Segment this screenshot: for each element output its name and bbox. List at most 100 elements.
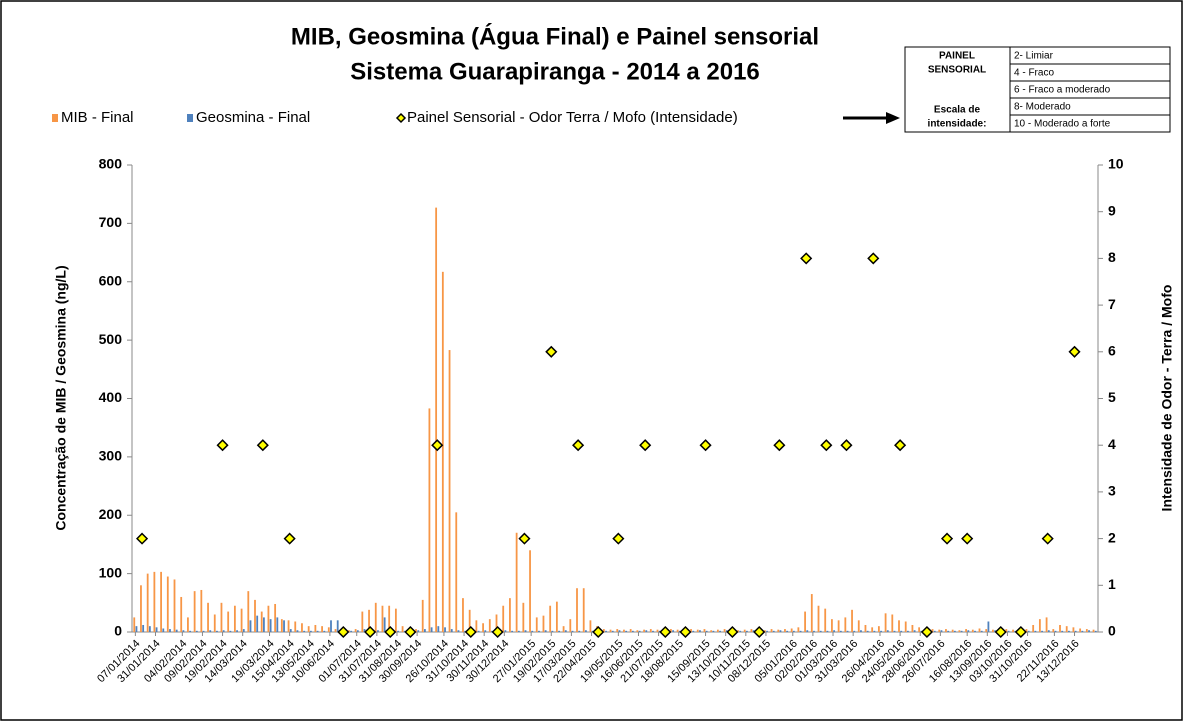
bar (435, 207, 438, 632)
bar (502, 605, 505, 632)
bar (723, 629, 726, 632)
bar (866, 630, 869, 632)
bar (797, 627, 800, 632)
bar (833, 630, 836, 632)
bar (522, 602, 525, 632)
bar (947, 630, 950, 632)
bar (576, 588, 578, 632)
bar (877, 626, 880, 632)
bar (591, 630, 594, 632)
y2-tick-label: 7 (1108, 296, 1116, 312)
bar (618, 630, 621, 632)
bar (985, 629, 988, 632)
bar (544, 630, 547, 632)
y2-tick-label: 0 (1108, 623, 1116, 639)
y2-tick-label: 10 (1108, 156, 1124, 172)
legend-label: Geosmina - Final (196, 109, 310, 126)
marker (491, 625, 504, 639)
bar (213, 614, 216, 632)
chart-title: Sistema Guarapiranga - 2014 a 2016 (350, 58, 760, 85)
bar (837, 620, 840, 632)
y-tick-label: 500 (99, 331, 123, 347)
bar (488, 619, 491, 632)
bar (857, 620, 860, 632)
bar (397, 630, 399, 632)
bar (484, 630, 487, 632)
bar (953, 630, 956, 632)
bar (249, 620, 252, 632)
bar (475, 620, 478, 632)
bar (690, 629, 692, 632)
marker (753, 625, 766, 639)
y-tick-label: 200 (99, 506, 123, 522)
bar (1005, 629, 1008, 632)
bar (269, 619, 272, 632)
bar (804, 611, 806, 632)
bar (806, 630, 809, 632)
bar (274, 603, 277, 632)
bar (200, 589, 203, 632)
bar (491, 630, 493, 632)
bar (951, 629, 954, 632)
bar (672, 630, 675, 632)
panel-table: PAINEL SENSORIAL Escala de intensidade: … (904, 46, 1171, 133)
bar (348, 630, 350, 632)
y-tick-label: 600 (99, 272, 123, 288)
marker (364, 625, 377, 639)
bar (1054, 630, 1057, 632)
arrow-head (886, 112, 900, 124)
bar (263, 617, 265, 632)
chart-title: MIB, Geosmina (Água Final) e Painel sens… (291, 22, 819, 50)
bar (394, 608, 397, 632)
bar (428, 408, 431, 632)
bar (1007, 630, 1010, 632)
bar (457, 630, 460, 632)
marker (256, 439, 269, 452)
bar (173, 579, 176, 632)
bar (511, 630, 514, 632)
bar (316, 630, 319, 632)
bar (421, 599, 424, 632)
y2-tick-label: 5 (1108, 389, 1116, 405)
bar (207, 602, 209, 632)
bar (819, 630, 822, 632)
bar (242, 629, 245, 632)
bar (578, 630, 581, 632)
marker (726, 625, 739, 639)
bar (1074, 630, 1077, 632)
bar (509, 598, 511, 632)
marker (1041, 532, 1054, 545)
marker (464, 625, 477, 639)
bar (898, 620, 900, 632)
bar (287, 620, 290, 632)
bar (233, 605, 236, 632)
marker (136, 532, 149, 545)
bar (746, 630, 748, 632)
bar (564, 630, 567, 632)
bar (965, 629, 967, 632)
legend-swatch (52, 114, 58, 122)
bar (517, 630, 520, 632)
bar (1047, 630, 1050, 632)
bar (1079, 628, 1082, 632)
bar (933, 630, 936, 632)
bar (260, 611, 263, 632)
bar (160, 571, 162, 632)
bar (616, 629, 619, 632)
bar (992, 629, 994, 632)
bar (967, 630, 970, 632)
bar (314, 624, 317, 632)
bar (403, 630, 406, 632)
bar (786, 630, 789, 632)
bar (799, 630, 802, 632)
bar (1012, 629, 1014, 632)
bar (377, 630, 379, 632)
bar (175, 629, 178, 632)
y2-tick-label: 9 (1108, 202, 1116, 218)
bar (752, 630, 755, 632)
bar (779, 630, 782, 632)
bar (1045, 617, 1048, 632)
bar (860, 630, 862, 632)
bar (824, 608, 827, 632)
bar (336, 620, 339, 632)
